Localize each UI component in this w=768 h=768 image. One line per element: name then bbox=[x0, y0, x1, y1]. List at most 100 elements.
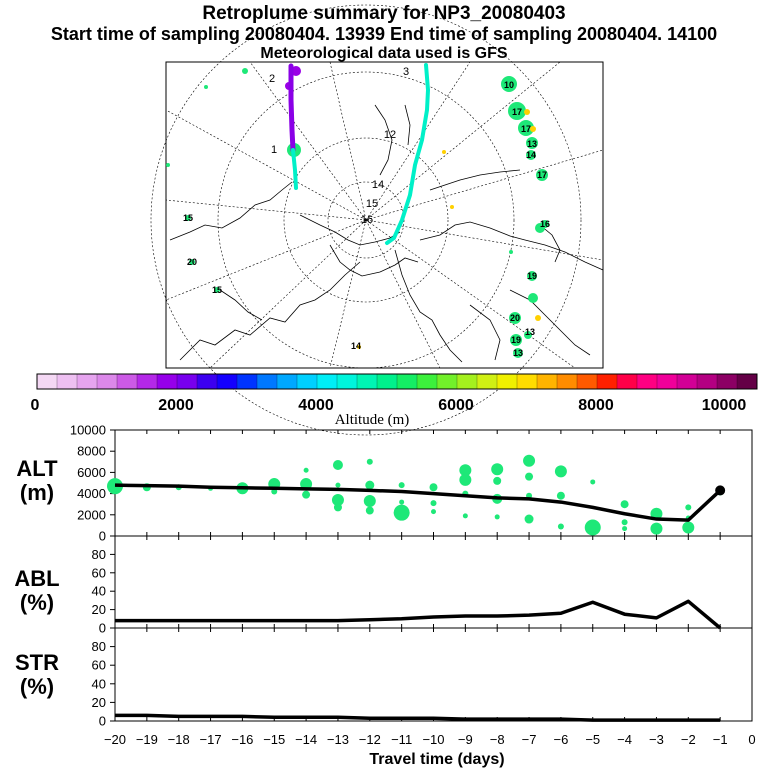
grid-label: 1 bbox=[271, 144, 277, 156]
site-dot bbox=[526, 150, 536, 160]
y-tick-label: 80 bbox=[92, 639, 106, 654]
alt-scatter-point bbox=[363, 495, 376, 508]
site-dot bbox=[189, 259, 195, 265]
chart-title: Retroplume summary for NP3_20080403 bbox=[202, 3, 566, 24]
alt-scatter-point bbox=[620, 500, 629, 509]
site-dot bbox=[357, 345, 361, 349]
alt-scatter-point bbox=[302, 490, 311, 499]
str-panel-unit: (%) bbox=[20, 674, 54, 699]
alt-scatter-point bbox=[333, 503, 342, 512]
site-dot bbox=[214, 287, 220, 293]
alt-panel-label: ALT bbox=[16, 456, 58, 481]
x-tick-label: −6 bbox=[553, 732, 568, 747]
site-dot bbox=[242, 68, 248, 74]
y-tick-label: 2000 bbox=[77, 507, 106, 522]
x-tick-label: −12 bbox=[359, 732, 381, 747]
colorbar-label: Altitude (m) bbox=[335, 412, 410, 428]
alt-scatter-point bbox=[622, 526, 628, 532]
alt-scatter-point bbox=[366, 458, 373, 465]
y-tick-label: 6000 bbox=[77, 465, 106, 480]
alt-scatter-point bbox=[491, 463, 504, 476]
site-dot bbox=[166, 163, 170, 167]
site-label: 14 bbox=[351, 341, 361, 351]
site-dot bbox=[509, 312, 521, 324]
site-dot bbox=[518, 120, 534, 136]
site-label: 19 bbox=[511, 335, 521, 345]
x-tick-label: −8 bbox=[490, 732, 505, 747]
site-dot bbox=[508, 102, 526, 120]
site-dot bbox=[524, 331, 532, 339]
y-tick-label: 0 bbox=[99, 714, 106, 729]
x-tick-label: −19 bbox=[136, 732, 158, 747]
alt-scatter-point bbox=[365, 480, 375, 490]
site-label: 15 bbox=[212, 285, 222, 295]
abl-panel-unit: (%) bbox=[20, 590, 54, 615]
site-label: 20 bbox=[510, 313, 520, 323]
y-tick-label: 40 bbox=[92, 676, 106, 691]
site-dot bbox=[530, 126, 536, 132]
alt-scatter-point bbox=[365, 506, 374, 515]
grid-label: 16 bbox=[361, 214, 373, 226]
x-tick-label: −20 bbox=[104, 732, 126, 747]
y-tick-label: 10000 bbox=[70, 423, 106, 438]
x-tick-label: −18 bbox=[168, 732, 190, 747]
colorbar-tick-label: 8000 bbox=[578, 397, 614, 414]
alt-scatter-point bbox=[493, 476, 502, 485]
site-dot bbox=[501, 76, 517, 92]
x-tick-label: −10 bbox=[422, 732, 444, 747]
site-label: 15 bbox=[183, 213, 193, 223]
x-tick-label: −9 bbox=[458, 732, 473, 747]
retroplume-track-cyan-west bbox=[291, 148, 298, 190]
site-label: 13 bbox=[525, 327, 535, 337]
x-tick-label: −1 bbox=[713, 732, 728, 747]
site-dot bbox=[524, 109, 530, 115]
alt-scatter-point bbox=[429, 483, 438, 492]
site-dot bbox=[535, 315, 541, 321]
x-tick-label: −3 bbox=[649, 732, 664, 747]
site-dot bbox=[527, 271, 537, 281]
site-dot bbox=[509, 250, 513, 254]
alt-panel-unit: (m) bbox=[20, 480, 54, 505]
site-dot bbox=[535, 223, 545, 233]
site-label: 14 bbox=[526, 150, 536, 160]
alt-scatter-point bbox=[335, 482, 341, 488]
alt-scatter-point bbox=[331, 493, 344, 506]
x-tick-label: −17 bbox=[200, 732, 222, 747]
colorbar-tick-label: 10000 bbox=[702, 397, 747, 414]
alt-scatter-point bbox=[430, 500, 437, 507]
sampling-times: Start time of sampling 20080404. 13939 E… bbox=[50, 24, 718, 44]
alt-scatter-point bbox=[557, 523, 564, 530]
y-tick-label: 60 bbox=[92, 565, 106, 580]
x-tick-label: −5 bbox=[585, 732, 600, 747]
alt-scatter-point bbox=[524, 514, 534, 524]
grid-label: 12 bbox=[384, 129, 396, 141]
x-tick-label: −15 bbox=[263, 732, 285, 747]
site-dot bbox=[536, 169, 548, 181]
colorbar-tick-label: 2000 bbox=[158, 397, 194, 414]
site-label: 13 bbox=[513, 348, 523, 358]
alt-series-line bbox=[114, 483, 722, 522]
y-tick-label: 8000 bbox=[77, 444, 106, 459]
site-label: 10 bbox=[504, 80, 514, 90]
site-dot bbox=[526, 137, 538, 149]
y-tick-label: 20 bbox=[92, 695, 106, 710]
alt-scatter-point bbox=[556, 491, 565, 500]
x-tick-label: −16 bbox=[231, 732, 253, 747]
y-tick-label: 0 bbox=[99, 529, 106, 544]
alt-scatter-point bbox=[494, 514, 500, 520]
alt-endpoint-marker bbox=[715, 485, 726, 496]
x-tick-label: −13 bbox=[327, 732, 349, 747]
colorbar-tick-label: 4000 bbox=[298, 397, 334, 414]
x-tick-label: −2 bbox=[681, 732, 696, 747]
site-dot bbox=[510, 334, 522, 346]
colorbar-tick-label: 6000 bbox=[438, 397, 474, 414]
site-label: 13 bbox=[527, 139, 537, 149]
alt-scatter-point bbox=[523, 454, 536, 467]
abl-panel-label: ABL bbox=[14, 566, 59, 591]
x-tick-label: −4 bbox=[617, 732, 632, 747]
alt-scatter-point bbox=[459, 464, 472, 477]
alt-scatter-point bbox=[590, 479, 596, 485]
alt-scatter-point bbox=[650, 522, 663, 535]
